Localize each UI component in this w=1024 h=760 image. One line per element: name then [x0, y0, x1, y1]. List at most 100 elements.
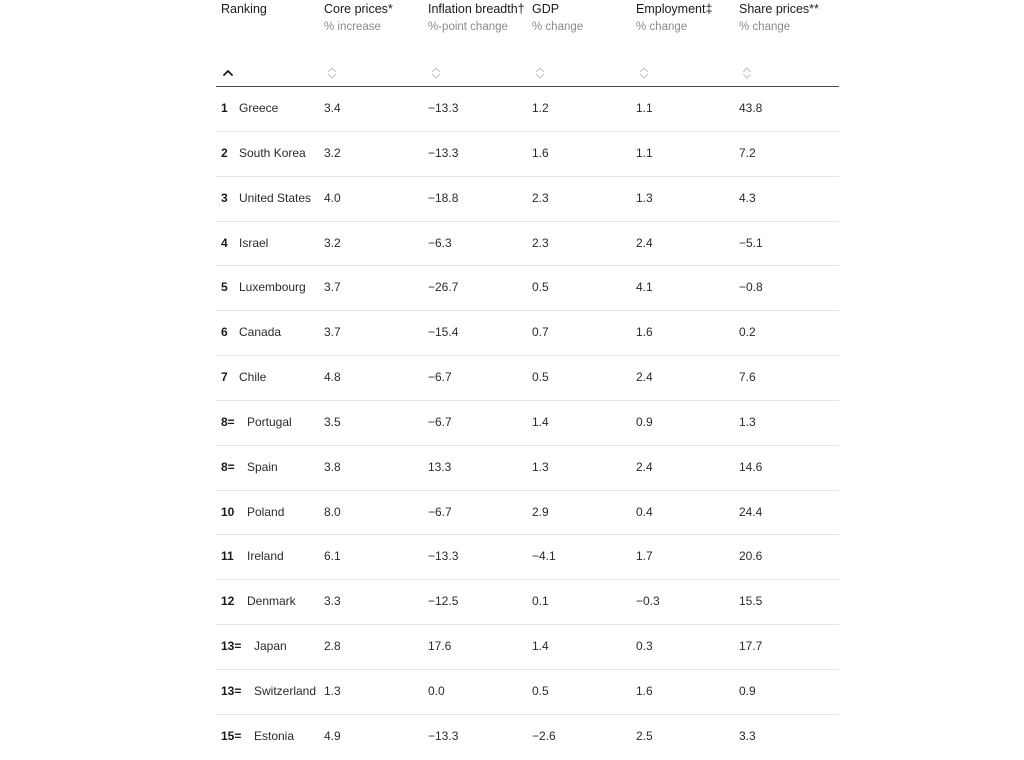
inflation-breadth-cell: −12.5: [428, 594, 459, 609]
employment-cell: 1.1: [636, 101, 653, 115]
country-cell: Israel: [239, 235, 269, 250]
inflation-breadth-cell: −13.3: [428, 549, 459, 564]
rank-cell: 3: [221, 190, 228, 205]
share-prices-cell: 0.9: [739, 683, 756, 698]
core-prices-cell: 4.9: [324, 728, 341, 743]
column-title: Share prices**: [739, 2, 819, 16]
table-row: 8= Spain 3.8 13.3 1.3 2.4 14.6: [216, 446, 839, 491]
table-row: 11 Ireland 6.1 −13.3 −4.1 1.7 20.6: [216, 535, 839, 581]
gdp-cell: 0.7: [532, 325, 549, 340]
table-row: 2 South Korea 3.2 −13.3 1.6 1.1 7.2: [216, 132, 839, 177]
country-cell: Canada: [239, 325, 282, 340]
column-header-ranking[interactable]: Ranking: [221, 1, 267, 19]
country-cell: Estonia: [254, 728, 295, 743]
core-prices-cell: 3.8: [324, 459, 341, 474]
gdp-cell: −2.6: [532, 728, 556, 743]
sort-updown-icon: [535, 67, 545, 79]
share-prices-cell: 17.7: [739, 639, 763, 654]
core-prices-cell: 3.3: [324, 594, 341, 609]
employment-cell: 2.4: [636, 370, 653, 385]
table-row: 6 Canada 3.7 −15.4 0.7 1.6 0.2: [216, 311, 839, 357]
column-title: Employment‡: [636, 2, 713, 16]
country-cell: Japan: [254, 639, 287, 654]
gdp-cell: 0.1: [532, 594, 549, 609]
column-unit: % change: [532, 21, 584, 33]
core-prices-cell: 1.3: [324, 683, 341, 698]
table-body: 1 Greece 3.4 −13.3 1.2 1.1 43.8 2 South Korea 3.2…: [216, 87, 839, 760]
share-prices-cell: 7.2: [739, 145, 756, 160]
caret-up-icon: [223, 70, 233, 76]
inflation-breadth-cell: −18.8: [428, 190, 459, 205]
inflation-breadth-cell: −15.4: [428, 325, 459, 340]
employment-cell: −0.3: [636, 594, 660, 609]
gdp-cell: 0.5: [532, 683, 549, 698]
core-prices-cell: 3.7: [324, 325, 341, 340]
core-prices-cell: 3.2: [324, 145, 341, 160]
rank-cell: 12: [221, 594, 235, 609]
share-prices-cell: −0.8: [739, 280, 763, 295]
table-row: 5 Luxembourg 3.7 −26.7 0.5 4.1 −0.8: [216, 266, 839, 312]
column-title: GDP: [532, 2, 560, 16]
country-cell: United States: [239, 190, 312, 205]
employment-cell: 2.5: [636, 728, 653, 743]
table-row: 10 Poland 8.0 −6.7 2.9 0.4 24.4: [216, 491, 839, 536]
sort-updown-icon: [327, 67, 337, 79]
country-cell: Greece: [239, 101, 279, 115]
rank-cell: 13=: [221, 639, 242, 654]
table-row: 12 Denmark 3.3 −12.5 0.1 −0.3 15.5: [216, 580, 839, 626]
gdp-cell: 1.4: [532, 414, 549, 429]
sort-share-prices-button[interactable]: [737, 62, 757, 84]
rank-cell: 11: [221, 549, 234, 564]
column-header-inflation-breadth[interactable]: Inflation breadth† %-point change: [428, 1, 525, 35]
sort-core-prices-button[interactable]: [322, 62, 342, 84]
table-row: 1 Greece 3.4 −13.3 1.2 1.1 43.8: [216, 87, 839, 132]
column-unit: % change: [636, 21, 688, 33]
column-header-gdp[interactable]: GDP % change: [532, 1, 583, 35]
sort-updown-icon: [742, 67, 752, 79]
inflation-breadth-cell: −13.3: [428, 728, 459, 743]
country-cell: South Korea: [239, 145, 306, 160]
country-cell: Spain: [247, 459, 278, 474]
core-prices-cell: 8.0: [324, 504, 341, 519]
rank-cell: 4: [221, 235, 228, 250]
column-header-share-prices[interactable]: Share prices** % change: [739, 1, 819, 35]
country-cell: Switzerland: [254, 683, 317, 698]
inflation-breadth-cell: −26.7: [428, 280, 459, 295]
table-row: 8= Portugal 3.5 −6.7 1.4 0.9 1.3: [216, 401, 839, 446]
sort-employment-button[interactable]: [634, 62, 654, 84]
employment-cell: 0.4: [636, 504, 653, 519]
inflation-breadth-cell: 17.6: [428, 639, 452, 654]
sort-inflation-breadth-button[interactable]: [426, 62, 446, 84]
gdp-cell: 2.3: [532, 235, 549, 250]
share-prices-cell: 43.8: [739, 101, 763, 115]
table-row: 13= Japan 2.8 17.6 1.4 0.3 17.7: [216, 625, 839, 670]
sort-controls-row: [216, 62, 839, 86]
gdp-cell: 2.9: [532, 504, 549, 519]
core-prices-cell: 3.4: [324, 101, 341, 115]
inflation-breadth-cell: 13.3: [428, 459, 452, 474]
rank-cell: 10: [221, 504, 235, 519]
table-row: 15= Estonia 4.9 −13.3 −2.6 2.5 3.3: [216, 715, 839, 760]
gdp-cell: 1.3: [532, 459, 549, 474]
column-title: Core prices*: [324, 2, 393, 16]
employment-cell: 0.9: [636, 414, 653, 429]
inflation-breadth-cell: −6.3: [428, 235, 452, 250]
column-header-employment[interactable]: Employment‡ % change: [636, 1, 712, 35]
table-row: 3 United States 4.0 −18.8 2.3 1.3 4.3: [216, 177, 839, 222]
sort-updown-icon: [431, 67, 441, 79]
table-row: 7 Chile 4.8 −6.7 0.5 2.4 7.6: [216, 356, 839, 401]
country-cell: Poland: [247, 504, 285, 519]
gdp-cell: 1.2: [532, 101, 549, 115]
inflation-breadth-cell: −6.7: [428, 414, 452, 429]
share-prices-cell: 0.2: [739, 325, 756, 340]
sort-ranking-button[interactable]: [218, 62, 238, 84]
column-header-core-prices[interactable]: Core prices* % increase: [324, 1, 393, 35]
share-prices-cell: 14.6: [739, 459, 763, 474]
sort-gdp-button[interactable]: [530, 62, 550, 84]
inflation-breadth-cell: −6.7: [428, 370, 452, 385]
share-prices-cell: −5.1: [739, 235, 763, 250]
country-cell: Chile: [239, 370, 267, 385]
table-row: 4 Israel 3.2 −6.3 2.3 2.4 −5.1: [216, 222, 839, 267]
employment-cell: 2.4: [636, 459, 653, 474]
core-prices-cell: 3.7: [324, 280, 341, 295]
